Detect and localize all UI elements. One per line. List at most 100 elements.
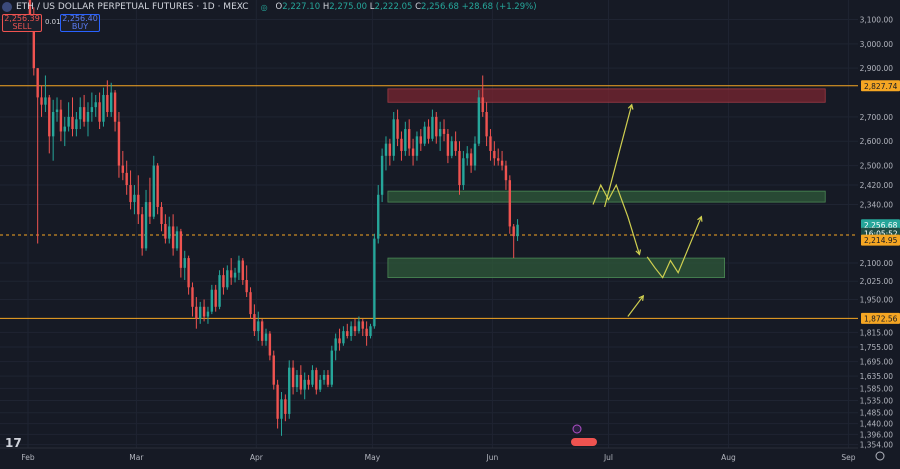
ohlc-readout: O2,227.10 H2,275.00 L2,222.05 C2,256.68 … — [276, 2, 537, 12]
candle-body — [284, 399, 287, 414]
candle-body — [117, 121, 121, 166]
x-tick-label: Feb — [21, 453, 35, 462]
candle-body — [67, 116, 70, 127]
sell-button[interactable]: 2,256.39 SELL — [2, 14, 42, 32]
price-badge-label: 1,872.56 — [864, 314, 898, 323]
candle-body — [303, 379, 306, 390]
candle-body — [361, 321, 364, 329]
candle-body — [357, 321, 361, 332]
candle-body — [264, 333, 268, 341]
candle-body — [369, 326, 372, 336]
candle-body — [164, 224, 167, 239]
candle-body — [512, 226, 515, 237]
candle-body — [431, 116, 434, 139]
candle-body — [44, 97, 47, 105]
candle-body — [110, 92, 113, 112]
candle-body — [237, 260, 241, 273]
open-value: 2,227.10 — [282, 2, 321, 12]
close-label: C — [415, 2, 422, 12]
candle-body — [446, 133, 450, 156]
candle-body — [435, 116, 438, 137]
y-tick-label: 1,485.00 — [860, 409, 894, 418]
candle-body — [179, 231, 183, 268]
y-tick-label: 2,500.00 — [860, 162, 894, 171]
projection-path — [627, 295, 644, 317]
candle-body — [489, 136, 492, 151]
candle-body — [195, 306, 198, 319]
candle-body — [493, 150, 496, 159]
price-badge-label: 16:05:52 — [864, 229, 898, 238]
y-tick-label: 1,354.00 — [860, 441, 894, 450]
close-value: 2,256.68 — [421, 2, 459, 12]
sell-label: SELL — [12, 22, 32, 31]
candle-body — [191, 287, 194, 307]
candle-body — [396, 119, 399, 139]
candle-body — [450, 141, 453, 156]
candle-body — [168, 226, 171, 239]
y-tick-label: 1,396.00 — [860, 430, 894, 439]
candle-body — [133, 194, 136, 203]
tradingview-logo-icon[interactable]: 17 — [5, 436, 22, 450]
candle-body — [411, 148, 415, 156]
candle-body — [113, 92, 117, 122]
projection-arrowhead — [638, 294, 645, 301]
candle-body — [148, 202, 152, 217]
candle-body — [276, 384, 279, 419]
candle-body — [458, 150, 461, 186]
candle-body — [481, 97, 484, 112]
buy-button[interactable]: 2,256.40 BUY — [60, 14, 100, 32]
candle-body — [125, 172, 128, 186]
chart-header: ETH / US DOLLAR PERPETUAL FUTURES · 1D ·… — [0, 0, 537, 14]
candle-body — [407, 129, 411, 149]
y-tick-label: 1,695.00 — [860, 358, 894, 367]
candle-body — [121, 165, 125, 173]
candle-body — [315, 370, 318, 390]
candle-body — [442, 129, 446, 134]
candle-body — [427, 126, 430, 139]
candle-body — [508, 180, 512, 227]
candle-body — [462, 158, 465, 186]
symbol-title[interactable]: ETH / US DOLLAR PERPETUAL FUTURES · 1D ·… — [16, 2, 249, 12]
price-badge — [861, 219, 900, 231]
candle-body — [36, 68, 39, 98]
candle-body — [32, 24, 36, 69]
candle-body — [485, 112, 488, 137]
candle-body — [291, 367, 295, 388]
projection-path — [604, 104, 633, 208]
candle-body — [346, 331, 349, 336]
candle-body — [295, 374, 299, 388]
projection-arrowhead — [697, 215, 703, 222]
candle-body — [226, 270, 229, 288]
candle-body — [40, 97, 43, 105]
candle-body — [400, 138, 403, 151]
candle-body — [144, 202, 148, 249]
candle-body — [214, 289, 217, 307]
candle-body — [342, 331, 345, 344]
candle-body — [326, 374, 330, 385]
candle-body — [51, 112, 55, 137]
ethereum-logo-icon — [2, 2, 12, 12]
buy-price: 2,256.40 — [62, 14, 98, 23]
event-marker-icon — [572, 424, 582, 434]
candle-body — [380, 155, 384, 195]
y-tick-label: 1,440.00 — [860, 420, 894, 429]
candle-body — [187, 258, 190, 288]
y-tick-label: 1,535.00 — [860, 397, 894, 406]
x-tick-label: Jul — [603, 453, 613, 462]
y-tick-label: 2,100.00 — [860, 259, 894, 268]
candle-body — [334, 338, 337, 351]
resistance-zone — [387, 88, 826, 103]
candle-body — [438, 129, 442, 137]
candle-body — [318, 379, 322, 390]
candle-body — [419, 136, 423, 144]
candle-body — [377, 194, 380, 239]
candle-body — [260, 321, 264, 341]
candle-body — [404, 129, 407, 151]
candle-body — [222, 275, 225, 288]
y-tick-label: 2,025.00 — [860, 277, 894, 286]
x-tick-label: Sep — [841, 453, 855, 462]
candle-body — [106, 94, 109, 112]
candle-body — [137, 194, 140, 215]
